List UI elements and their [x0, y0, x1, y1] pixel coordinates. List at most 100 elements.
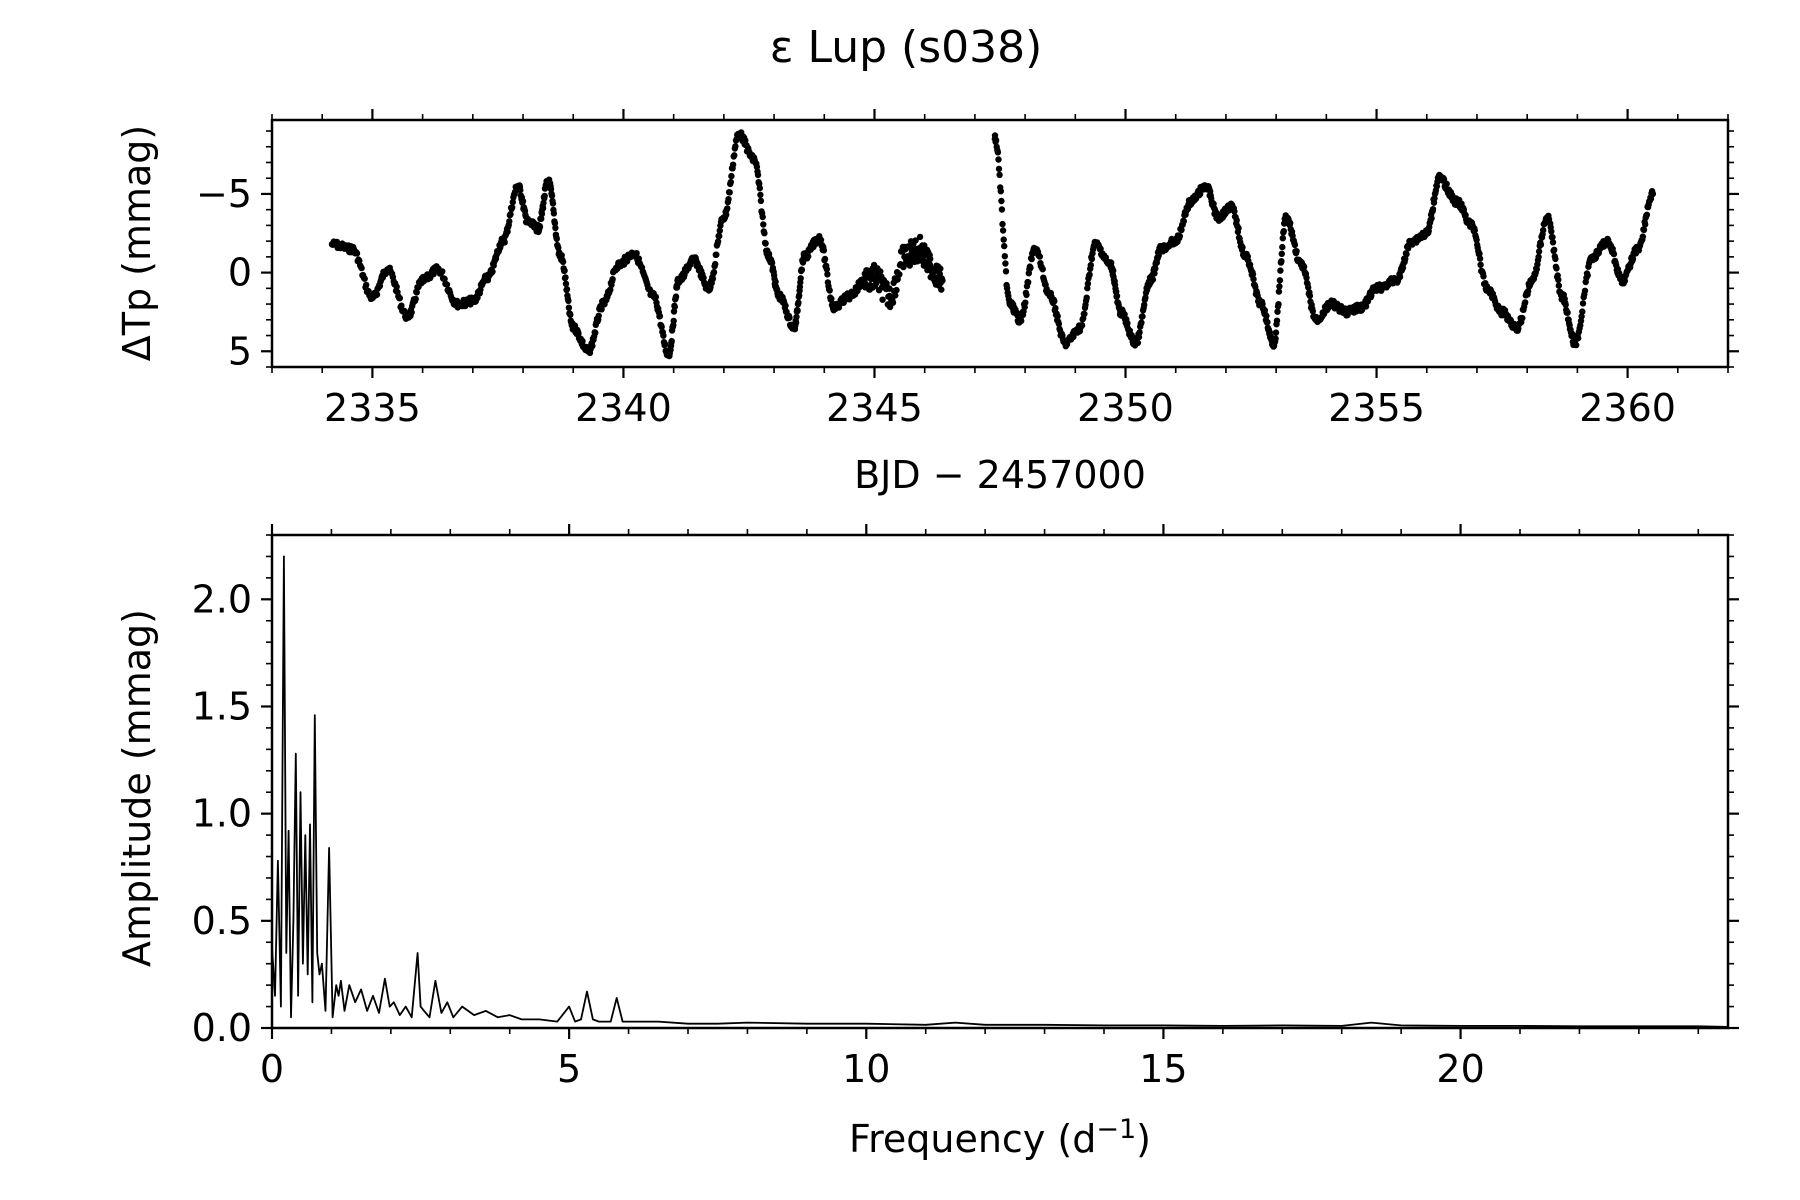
light-curve-point: [589, 342, 596, 350]
light-curve-point: [504, 228, 511, 235]
light-curve-point: [1142, 294, 1149, 301]
light-curve-point: [705, 284, 713, 292]
light-curve-point: [398, 302, 405, 309]
light-curve-point: [1141, 301, 1148, 308]
light-curve-point: [1279, 235, 1287, 242]
light-curve-point: [1249, 271, 1257, 278]
light-curve-ytick-label: −5: [196, 172, 252, 216]
light-curve-point: [754, 171, 762, 179]
light-curve-point: [1305, 284, 1312, 291]
light-curve-point: [506, 218, 513, 225]
light-curve-point: [524, 218, 532, 226]
light-curve-point: [1196, 191, 1204, 198]
light-curve-point: [567, 311, 574, 318]
light-curve-point: [615, 261, 622, 269]
light-curve-point: [1025, 279, 1032, 286]
light-curve-point: [1250, 276, 1257, 283]
light-curve-point: [1227, 203, 1235, 210]
light-curve-point: [1428, 215, 1435, 222]
light-curve-point: [761, 230, 768, 237]
light-curve-point: [1293, 248, 1300, 255]
light-curve-point: [609, 276, 616, 283]
light-curve-point: [665, 351, 672, 358]
light-curve-point: [861, 277, 868, 284]
light-curve-point: [1270, 340, 1277, 347]
light-curve-point: [1039, 266, 1046, 273]
light-curve-point: [1016, 316, 1024, 324]
light-curve-point: [1233, 217, 1240, 224]
light-curve-point: [1629, 255, 1637, 262]
light-curve-point: [996, 171, 1003, 179]
light-curve-point: [938, 277, 946, 284]
light-curve-point: [796, 292, 803, 299]
light-curve-point: [727, 178, 734, 186]
amplitude-spectrum-xtick-label: 20: [1436, 1047, 1484, 1091]
light-curve-point: [514, 182, 522, 190]
light-curve-point: [565, 297, 572, 304]
amplitude-spectrum-ytick-label: 1.5: [192, 684, 252, 728]
light-curve-point: [795, 299, 802, 306]
light-curve-point: [1242, 253, 1250, 261]
light-curve-point: [1157, 245, 1165, 253]
light-curve-point: [1535, 253, 1542, 261]
light-curve-point: [419, 277, 426, 284]
light-curve-point: [877, 268, 884, 275]
amplitude-spectrum-panel: 0 5 10 15 200.00.51.01.52.0 Frequency (d−1) …: [115, 524, 1739, 1161]
light-curve-point: [600, 300, 607, 308]
light-curve-point: [662, 341, 669, 348]
light-curve-point: [720, 214, 728, 221]
light-curve-point: [1022, 299, 1029, 306]
light-curve-point: [896, 271, 903, 278]
light-curve-point: [1604, 237, 1611, 245]
light-curve-point: [1180, 218, 1188, 225]
light-curve-point: [1274, 308, 1281, 315]
light-curve-point: [519, 198, 527, 205]
light-curve-point: [1549, 239, 1557, 246]
light-curve-point: [846, 292, 853, 300]
light-curve-point: [1002, 260, 1009, 267]
light-curve-point: [1558, 292, 1566, 300]
light-curve-point: [1513, 324, 1521, 332]
light-curve-point: [1303, 274, 1310, 281]
light-curve-point: [1610, 250, 1618, 258]
light-curve-point: [1643, 211, 1651, 218]
light-curve-point: [1202, 182, 1210, 190]
light-curve-point: [1498, 308, 1506, 316]
light-curve-point: [1297, 261, 1305, 269]
light-curve-point: [782, 302, 789, 309]
light-curve-point: [1640, 226, 1648, 234]
light-curve-point: [1027, 264, 1034, 272]
light-curve-point: [912, 237, 919, 244]
light-curve-point: [712, 260, 719, 268]
light-curve-point: [757, 197, 765, 205]
amplitude-spectrum-ylabel: Amplitude (mmag): [115, 609, 159, 967]
light-curve-point: [1275, 301, 1282, 308]
light-curve-point: [412, 295, 419, 303]
light-curve-point: [759, 213, 766, 221]
light-curve-point: [1113, 292, 1121, 300]
light-curve-point: [800, 253, 808, 261]
light-curve-point: [768, 259, 776, 267]
light-curve-point: [798, 266, 806, 274]
light-curve-point: [565, 304, 573, 311]
light-curve-point: [1578, 313, 1585, 320]
light-curve-point: [1132, 340, 1139, 347]
light-curve-point: [548, 192, 556, 199]
light-curve-point: [1575, 334, 1582, 342]
light-curve-point: [1279, 243, 1286, 251]
light-curve-point: [369, 294, 376, 302]
light-curve-point: [1579, 300, 1587, 307]
light-curve-point: [716, 227, 723, 234]
light-curve-point: [1028, 255, 1035, 263]
light-curve-xtick-label: 2345: [826, 386, 923, 430]
light-curve-point: [1215, 214, 1222, 221]
light-curve-point: [820, 247, 828, 254]
light-curve-point: [906, 262, 913, 269]
light-curve-point: [750, 155, 758, 163]
light-curve-point: [937, 265, 944, 272]
light-curve-point: [650, 292, 657, 300]
light-curve-point: [1070, 333, 1077, 340]
light-curve-point: [562, 280, 570, 287]
light-curve-point: [1257, 300, 1265, 308]
light-curve-point: [1528, 277, 1536, 284]
